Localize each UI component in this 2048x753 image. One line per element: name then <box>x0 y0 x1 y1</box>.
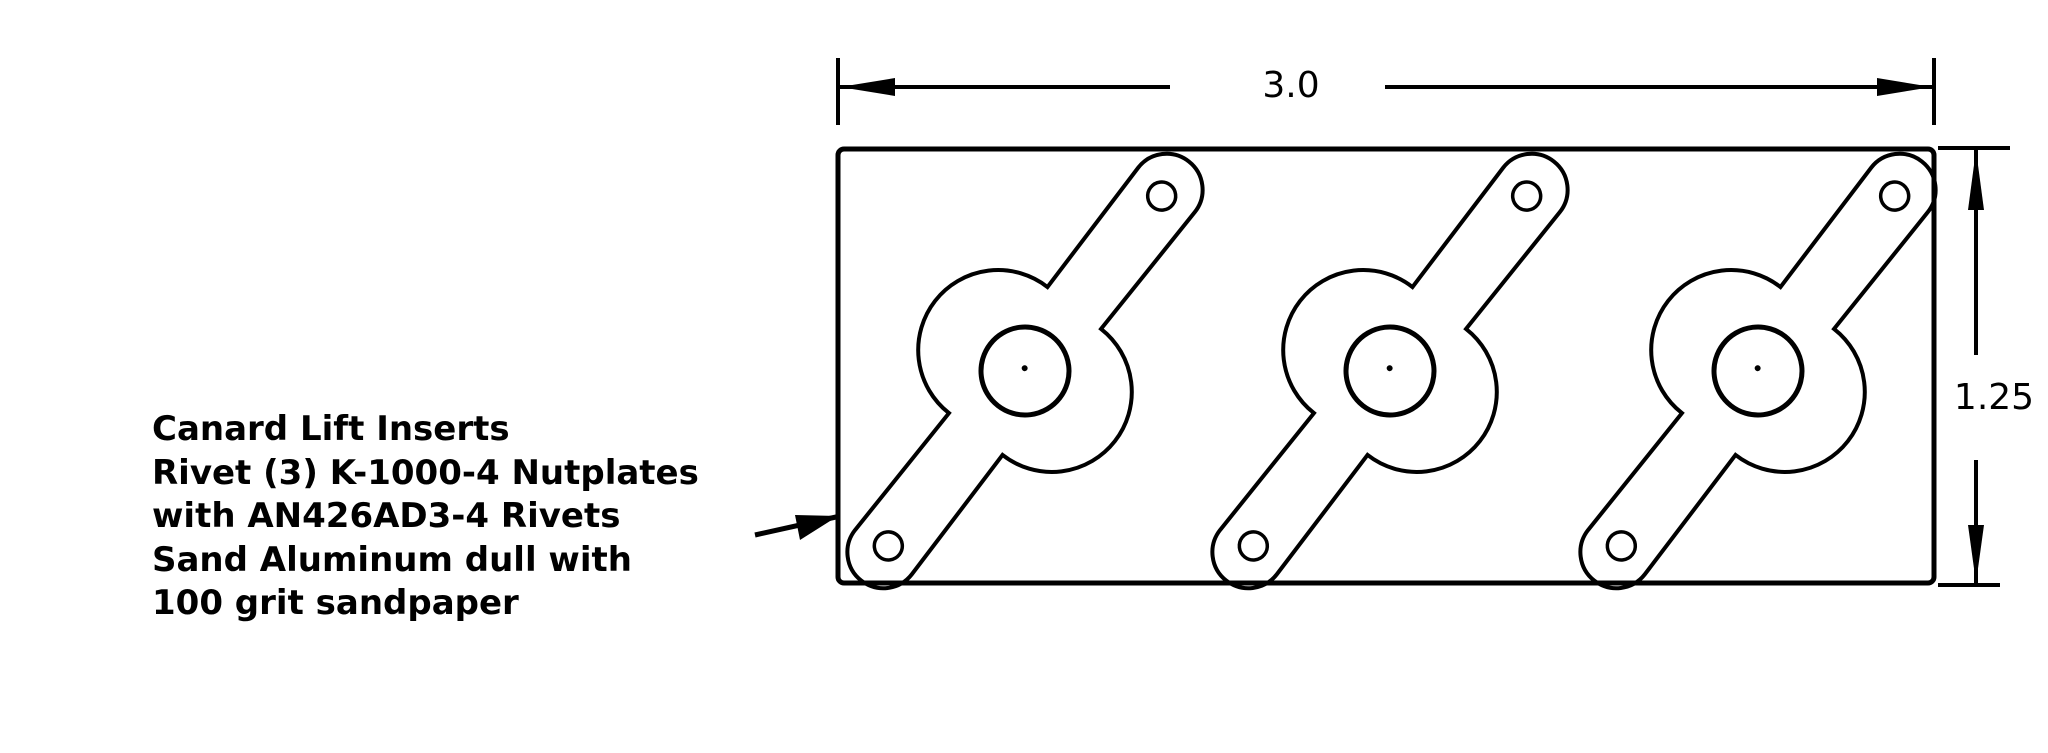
note-line-grit: 100 grit sandpaper <box>152 583 519 623</box>
width-dimension: 3.0 <box>836 58 1936 125</box>
nutplate-2 <box>1210 151 1570 591</box>
note-line-rivet: Rivet (3) K-1000-4 Nutplates <box>152 452 699 493</box>
note-line-rivet-spec: with AN426AD3-4 Rivets <box>152 496 621 536</box>
note-line-title: Canard Lift Inserts <box>152 409 510 449</box>
nutplate-3 <box>1578 151 1938 591</box>
width-label: 3.0 <box>1262 65 1319 106</box>
assembly-notes: Canard Lift Inserts Rivet (3) K-1000-4 N… <box>152 408 699 626</box>
height-label: 1.25 <box>1954 377 2034 418</box>
height-dimension: 1.25 <box>1938 146 2034 587</box>
nutplate-1 <box>845 151 1205 591</box>
leader-arrow <box>754 514 838 540</box>
aluminum-plate <box>835 146 1937 586</box>
note-line-sand: Sand Aluminum dull with <box>152 539 632 580</box>
